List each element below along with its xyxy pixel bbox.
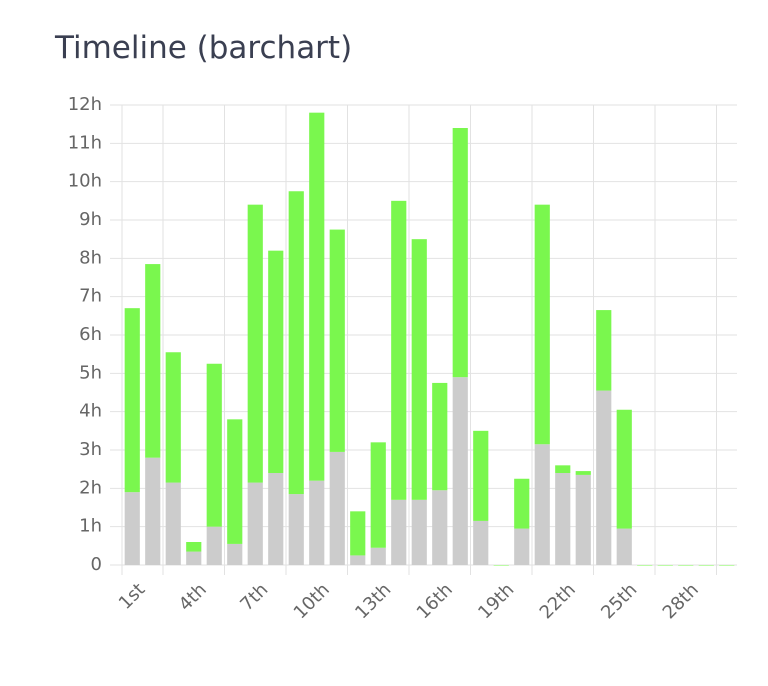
x-tick-label: 4th xyxy=(175,579,211,615)
bar-segment xyxy=(534,204,550,445)
bar-segment xyxy=(329,229,345,452)
bar-segment xyxy=(145,457,161,565)
bar-segment xyxy=(268,473,284,565)
bar-segment xyxy=(616,528,632,565)
bar-segment xyxy=(452,377,468,565)
x-tick-label: 19th xyxy=(474,579,518,623)
bar-segment xyxy=(596,390,612,565)
x-tick-label: 10th xyxy=(290,579,334,623)
x-tick-label: 13th xyxy=(351,579,395,623)
bar-segment xyxy=(514,478,530,529)
bar-segment xyxy=(616,409,632,529)
y-tick-label: 9h xyxy=(79,209,102,230)
bar-segment xyxy=(432,490,448,565)
bar-segment xyxy=(206,363,222,527)
bar-segment xyxy=(555,465,571,473)
bar-segment xyxy=(432,382,448,491)
bar-segment xyxy=(247,482,263,565)
y-tick-label: 3h xyxy=(79,439,102,460)
bar-segment xyxy=(288,191,304,495)
bar-segment xyxy=(473,430,489,521)
bar-segment xyxy=(452,128,468,378)
bar-segment xyxy=(575,471,591,475)
y-tick-label: 11h xyxy=(68,132,102,153)
bar-segment xyxy=(493,565,509,566)
x-tick-label: 28th xyxy=(659,579,703,623)
bar-segment xyxy=(329,451,345,565)
y-tick-label: 2h xyxy=(79,477,102,498)
bar-segment xyxy=(350,511,366,556)
x-tick-label: 16th xyxy=(413,579,457,623)
bar-segment xyxy=(637,565,653,566)
bar-segment xyxy=(309,480,325,565)
y-tick-label: 7h xyxy=(79,286,102,307)
bar-segment xyxy=(165,482,181,565)
y-tick-label: 0 xyxy=(91,554,102,575)
x-tick-label: 25th xyxy=(597,579,641,623)
bar-segment xyxy=(473,520,489,565)
bar-segment xyxy=(411,239,427,500)
bar-segment xyxy=(698,565,714,566)
y-tick-label: 4h xyxy=(79,401,102,422)
bar-segment xyxy=(145,264,161,458)
y-tick-label: 10h xyxy=(68,171,102,192)
y-tick-label: 6h xyxy=(79,324,102,345)
bar-segment xyxy=(124,308,140,493)
bar-segment xyxy=(186,542,202,552)
bar-segment xyxy=(596,310,612,391)
y-tick-label: 12h xyxy=(68,94,102,115)
bar-segment xyxy=(657,565,673,566)
bar-segment xyxy=(206,526,222,565)
bar-segment xyxy=(411,499,427,565)
bar-segment xyxy=(350,555,366,565)
y-tick-label: 1h xyxy=(79,516,102,537)
bar-segment xyxy=(575,474,591,565)
bar-segment xyxy=(391,200,407,500)
bar-segment xyxy=(227,543,243,565)
bar-segment xyxy=(555,473,571,565)
bar-segment xyxy=(247,204,263,483)
x-tick-label: 1st xyxy=(115,579,150,614)
bar-segment xyxy=(370,442,386,548)
y-tick-label: 5h xyxy=(79,362,102,383)
bar-segment xyxy=(165,352,181,483)
bar-segment xyxy=(534,444,550,565)
bar-segment xyxy=(227,419,243,544)
x-tick-label: 7th xyxy=(236,579,272,615)
chart-title: Timeline (barchart) xyxy=(54,30,352,66)
y-tick-label: 8h xyxy=(79,247,102,268)
bar-segment xyxy=(514,528,530,565)
bar-segment xyxy=(268,250,284,473)
bar-segment xyxy=(124,492,140,565)
bar-segment xyxy=(370,547,386,565)
bar-segment xyxy=(391,499,407,565)
bar-segment xyxy=(719,565,735,566)
x-tick-label: 22th xyxy=(536,579,580,623)
bar-segment xyxy=(678,565,694,566)
bar-segment xyxy=(186,551,202,565)
bar-segment xyxy=(288,494,304,565)
bar-segment xyxy=(309,112,325,481)
